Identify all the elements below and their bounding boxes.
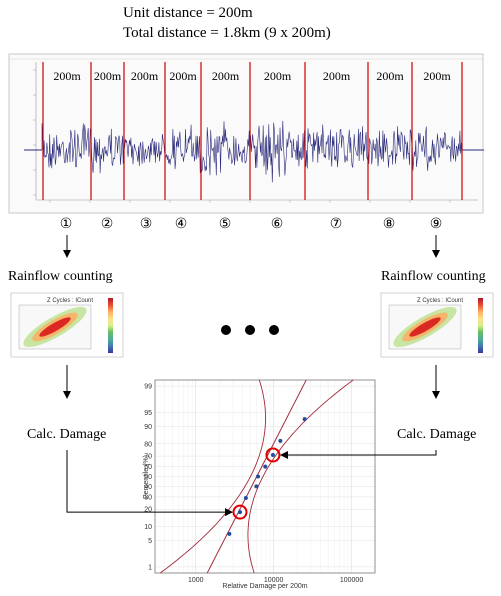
signal-panel: 200m 200m 200m 200m 200m 200m 200m 200m 200m ① ② ③… (8, 53, 484, 232)
confidence-band-upper (247, 379, 354, 574)
chart-data-points (227, 417, 307, 536)
y-tick-label: 5 (148, 538, 152, 545)
chart-y-tick-labels: 1 5 10 20 30 40 50 60 70 80 90 95 99 (144, 384, 152, 572)
arrow-right-to-chart (280, 450, 437, 459)
chart-x-tick-labels: 1000 10000 100000 (188, 577, 363, 584)
segment-number: ④ (175, 216, 188, 232)
segment-boundaries (42, 62, 463, 200)
arrow-left-to-chart (66, 450, 233, 517)
data-point (243, 496, 248, 501)
chart-x-axis-label: Relative Damage per 200m (222, 583, 307, 590)
y-tick-label: 80 (144, 441, 152, 448)
y-tick-label: 70 (144, 454, 152, 461)
segment-labels: 200m 200m 200m 200m 200m 200m 200m 200m 200m (53, 69, 451, 83)
segment-label: 200m (94, 69, 122, 83)
y-tick-label: 50 (144, 474, 152, 481)
ellipsis-dot-1 (221, 325, 231, 335)
y-tick-label: 30 (144, 494, 152, 501)
segment-numbers: ① ② ③ ④ ⑤ ⑥ ⑦ ⑧ ⑨ (60, 216, 443, 232)
y-tick-label: 99 (144, 384, 152, 391)
segment-number: ⑦ (330, 216, 343, 232)
probability-chart: 1 5 10 20 30 40 50 60 70 80 90 95 99 1000 10000 100000… (141, 373, 377, 595)
segment-number: ⑨ (430, 216, 443, 232)
signal-waveform (41, 120, 463, 183)
segment-number: ⑥ (271, 216, 284, 232)
segment-number: ② (101, 216, 114, 232)
highlight-circle (265, 447, 281, 463)
segment-number: ⑤ (219, 216, 232, 232)
signal-axis-ticks (33, 69, 451, 203)
x-tick-label: 100000 (340, 577, 363, 584)
rainflow-label-left: Rainflow counting (8, 269, 113, 284)
y-tick-label: 90 (144, 424, 152, 431)
data-point (263, 464, 268, 469)
segment-number: ① (60, 216, 73, 232)
x-tick-label: 10000 (264, 577, 284, 584)
y-tick-label: 60 (144, 464, 152, 471)
rainflow-label-right: Rainflow counting (381, 269, 486, 284)
segment-number: ③ (140, 216, 153, 232)
total-distance-text: Total distance = 1.8km (9 x 200m) (123, 25, 331, 41)
chart-grid (154, 380, 376, 573)
rainflow-heatmap-right: Z Cycles : ICount (380, 292, 494, 358)
heatmap-title-left: Z Cycles : ICount (47, 298, 93, 304)
ellipsis-dot-3 (269, 325, 279, 335)
y-tick-label: 40 (144, 484, 152, 491)
segment-label: 200m (53, 69, 81, 83)
x-tick-label: 1000 (188, 577, 204, 584)
rainflow-heatmap-left: Z Cycles : ICount (10, 292, 124, 358)
chart-highlight-circles (232, 447, 281, 520)
highlight-circle (232, 504, 248, 520)
y-tick-label: 95 (144, 410, 152, 417)
data-point (270, 452, 275, 457)
ellipsis-dot-2 (245, 325, 255, 335)
data-point (254, 484, 259, 489)
segment-label: 200m (169, 69, 197, 83)
segment-label: 200m (264, 69, 292, 83)
data-point (238, 510, 243, 515)
heatmap-colorbar-right (478, 298, 483, 353)
data-point (278, 438, 283, 443)
chart-y-axis-label: Percentile (%) (143, 455, 150, 499)
heatmap-title-right: Z Cycles : ICount (417, 298, 463, 304)
segment-label: 200m (423, 69, 451, 83)
heatmap-colorbar-left (108, 298, 113, 353)
segment-label: 200m (376, 69, 404, 83)
segment-label: 200m (212, 69, 240, 83)
segment-label: 200m (323, 69, 351, 83)
confidence-band-lower (159, 379, 266, 574)
data-point (256, 474, 261, 479)
y-tick-label: 1 (148, 564, 152, 571)
segment-number: ⑧ (383, 216, 396, 232)
chart-plot-area (154, 379, 376, 574)
y-tick-label: 10 (144, 524, 152, 531)
calc-damage-label-right: Calc. Damage (397, 427, 476, 442)
segment-label: 200m (131, 69, 159, 83)
data-point (302, 417, 307, 422)
y-tick-label: 20 (144, 507, 152, 514)
data-point (227, 531, 232, 536)
calc-damage-label-left: Calc. Damage (27, 427, 106, 442)
unit-distance-text: Unit distance = 200m (123, 5, 253, 21)
